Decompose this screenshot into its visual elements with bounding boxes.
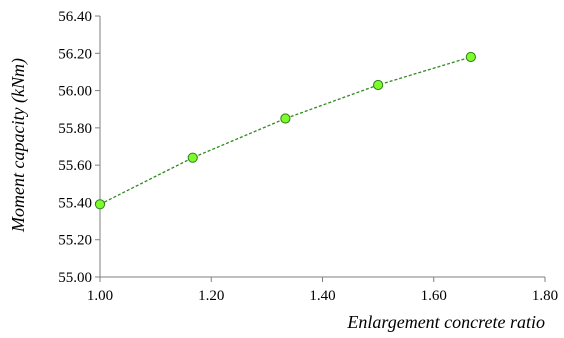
y-tick-label: 55.60: [58, 158, 92, 174]
y-axis-ticks: 55.00 55.20 55.40 55.60 55.80 56.00 56.20 56.40: [58, 9, 100, 286]
data-point: [187, 152, 198, 163]
x-tick-label: 1.00: [87, 288, 113, 304]
trend-line: [99, 56, 472, 205]
y-tick-label: 56.40: [58, 9, 92, 25]
x-axis-ticks: 1.00 1.20 1.40 1.60 1.80: [87, 277, 558, 304]
series-layer: [94, 51, 476, 210]
x-tick-label: 1.40: [309, 288, 335, 304]
y-tick-label: 55.80: [58, 121, 92, 137]
axes: [99, 16, 545, 278]
y-tick-label: 55.00: [58, 270, 92, 286]
data-point: [465, 51, 476, 63]
x-tick-label: 1.20: [198, 288, 224, 304]
data-point: [94, 199, 106, 210]
y-tick-label: 55.40: [58, 195, 92, 211]
x-tick-label: 1.60: [421, 288, 447, 304]
y-tick-label: 55.20: [58, 233, 92, 249]
x-tick-label: 1.80: [532, 288, 558, 304]
data-point: [280, 113, 291, 124]
x-axis-title: Enlargement concrete ratio: [346, 312, 545, 332]
y-tick-label: 56.20: [58, 46, 92, 62]
data-point: [373, 79, 384, 91]
y-axis-title: Moment capacity (kNm): [8, 58, 29, 233]
y-tick-label: 56.00: [58, 84, 92, 100]
